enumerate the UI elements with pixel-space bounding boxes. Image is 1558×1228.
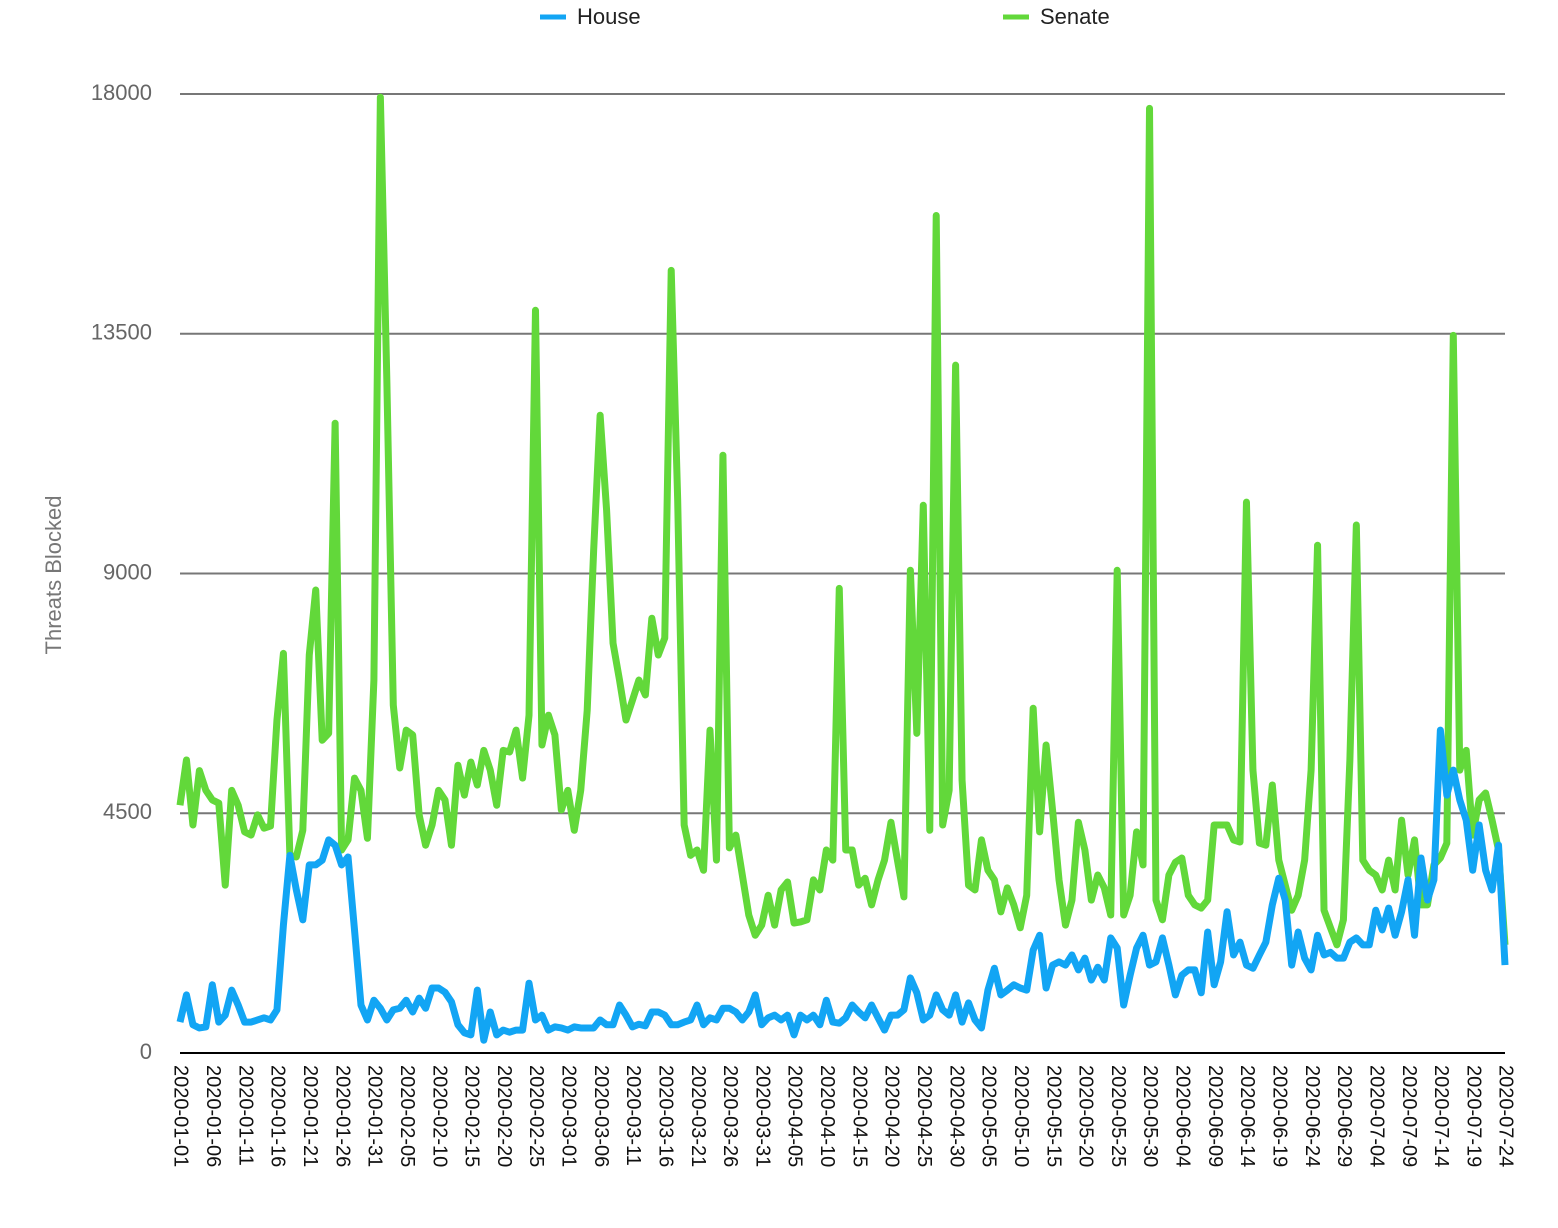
x-tick-label: 2020-06-29	[1333, 1065, 1355, 1167]
x-tick-label: 2020-04-30	[945, 1065, 967, 1167]
y-tick-label: 18000	[91, 80, 152, 105]
x-tick-label: 2020-01-26	[331, 1065, 353, 1167]
legend-label: Senate	[1040, 4, 1110, 29]
x-tick-label: 2020-04-10	[816, 1065, 838, 1167]
x-tick-label: 2020-04-15	[848, 1065, 870, 1167]
x-tick-label: 2020-03-21	[687, 1065, 709, 1167]
x-tick-label: 2020-01-06	[202, 1065, 224, 1167]
x-tick-label: 2020-03-01	[558, 1065, 580, 1167]
x-tick-label: 2020-02-20	[493, 1065, 515, 1167]
y-tick-label: 13500	[91, 320, 152, 345]
x-tick-label: 2020-01-21	[299, 1065, 321, 1167]
x-tick-label: 2020-03-16	[654, 1065, 676, 1167]
x-tick-label: 2020-05-15	[1042, 1065, 1064, 1167]
x-tick-label: 2020-06-14	[1236, 1065, 1258, 1167]
x-tick-label: 2020-02-25	[525, 1065, 547, 1167]
y-tick-label: 9000	[103, 559, 152, 584]
x-tick-label: 2020-02-10	[428, 1065, 450, 1167]
x-tick-label: 2020-05-30	[1139, 1065, 1161, 1167]
x-tick-label: 2020-07-09	[1398, 1065, 1420, 1167]
y-tick-label: 0	[140, 1039, 152, 1064]
x-tick-label: 2020-02-15	[461, 1065, 483, 1167]
x-tick-label: 2020-05-10	[1010, 1065, 1032, 1167]
x-tick-label: 2020-01-16	[267, 1065, 289, 1167]
x-tick-label: 2020-03-26	[719, 1065, 741, 1167]
x-tick-label: 2020-04-05	[784, 1065, 806, 1167]
series-line	[176, 93, 1509, 949]
x-tick-label: 2020-06-19	[1268, 1065, 1290, 1167]
x-tick-label: 2020-07-19	[1462, 1065, 1484, 1167]
x-tick-label: 2020-07-24	[1495, 1065, 1517, 1167]
x-tick-label: 2020-07-14	[1430, 1065, 1452, 1167]
series-line	[176, 726, 1509, 1044]
x-tick-label: 2020-02-05	[396, 1065, 418, 1167]
x-tick-label: 2020-05-25	[1107, 1065, 1129, 1167]
x-tick-label: 2020-04-20	[881, 1065, 903, 1167]
x-tick-label: 2020-03-11	[622, 1065, 644, 1166]
x-tick-label: 2020-01-31	[364, 1065, 386, 1167]
x-tick-label: 2020-06-04	[1172, 1065, 1194, 1167]
x-tick-label: 2020-03-06	[590, 1065, 612, 1167]
x-tick-label: 2020-05-20	[1075, 1065, 1097, 1167]
x-tick-label: 2020-01-11	[234, 1065, 256, 1166]
x-tick-label: 2020-04-25	[913, 1065, 935, 1167]
x-tick-label: 2020-07-04	[1365, 1065, 1387, 1167]
y-tick-label: 4500	[103, 799, 152, 824]
x-tick-label: 2020-06-24	[1301, 1065, 1323, 1167]
x-tick-label: 2020-06-09	[1204, 1065, 1226, 1167]
y-axis-title: Threats Blocked	[41, 496, 66, 655]
x-tick-label: 2020-05-05	[978, 1065, 1000, 1167]
legend-label: House	[577, 4, 641, 29]
x-tick-label: 2020-03-31	[751, 1065, 773, 1167]
x-tick-label: 2020-01-01	[170, 1065, 192, 1167]
